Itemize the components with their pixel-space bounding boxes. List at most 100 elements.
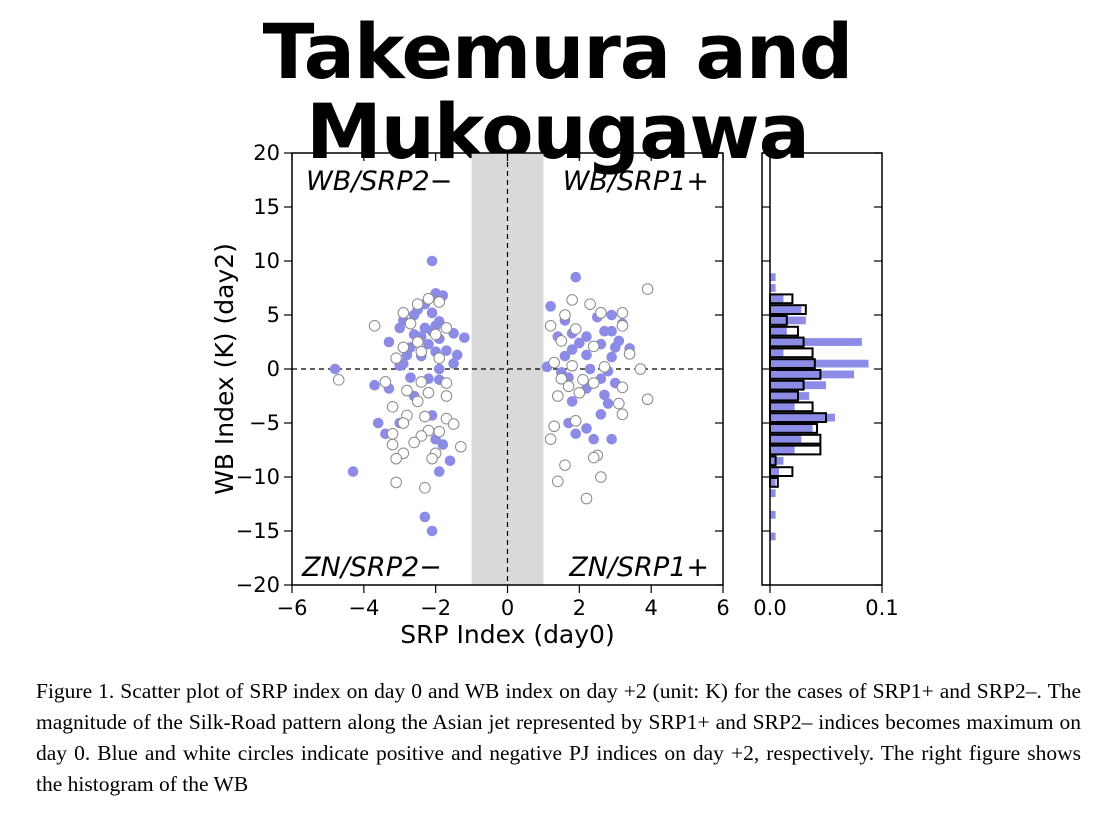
data-point-blue	[581, 423, 592, 434]
data-point-blue	[584, 363, 596, 375]
data-point-white	[397, 307, 410, 319]
data-point-white	[411, 395, 424, 408]
data-point-white	[587, 340, 600, 353]
x-tick-label: 4	[644, 596, 657, 620]
data-point-white	[397, 417, 410, 429]
data-point-white	[587, 451, 600, 464]
x-tick-label: −6	[277, 596, 308, 620]
data-point-white	[379, 376, 392, 388]
x-tick-label: −2	[420, 596, 451, 620]
data-point-white	[440, 390, 453, 402]
data-point-blue	[437, 439, 449, 450]
data-point-white	[566, 359, 578, 372]
data-point-white	[634, 363, 647, 375]
data-point-white	[555, 335, 568, 347]
data-point-white	[595, 307, 607, 319]
data-point-white	[573, 386, 586, 399]
data-point-blue	[606, 325, 617, 337]
data-point-white	[559, 309, 571, 321]
data-point-blue	[451, 349, 463, 361]
y-tick-label: −20	[236, 573, 280, 597]
data-point-blue	[329, 363, 341, 375]
histogram-bar-blue	[770, 359, 869, 368]
histogram-bar-blue	[770, 435, 802, 444]
quadrant-label-top-left: WB/SRP2−	[306, 166, 452, 197]
data-point-blue	[599, 389, 610, 401]
histogram-bar-blue	[770, 446, 795, 454]
data-point-blue	[448, 358, 459, 369]
data-point-blue	[426, 525, 438, 537]
data-point-white	[368, 320, 381, 332]
data-point-white	[447, 418, 460, 430]
data-point-white	[429, 328, 442, 341]
quadrant-label-bottom-right: ZN/SRP1+	[568, 552, 709, 583]
x-axis-label: SRP Index (day0)	[400, 620, 614, 649]
data-point-blue	[570, 428, 582, 440]
histogram-bar-blue	[770, 370, 854, 379]
histogram-bar-blue	[770, 327, 787, 336]
data-point-white	[390, 352, 402, 365]
data-point-blue	[545, 301, 556, 312]
data-point-white	[555, 372, 568, 385]
data-point-blue	[372, 417, 384, 429]
y-tick-label: 20	[253, 141, 280, 165]
y-tick-label: 0	[267, 357, 280, 381]
histogram-bar-blue	[770, 413, 835, 422]
data-point-white	[569, 415, 582, 427]
data-point-blue	[369, 379, 380, 391]
data-point-white	[401, 384, 413, 397]
data-point-blue	[606, 433, 617, 445]
histogram-bar-blue	[770, 338, 862, 346]
data-point-white	[422, 293, 435, 305]
data-point-white	[544, 433, 557, 446]
y-tick-label: 10	[253, 249, 280, 273]
data-point-white	[616, 307, 629, 319]
data-point-blue	[595, 409, 607, 420]
data-point-blue	[566, 344, 578, 355]
data-point-white	[411, 336, 424, 348]
data-point-blue	[570, 271, 582, 283]
data-point-blue	[441, 345, 452, 356]
data-point-white	[587, 377, 600, 389]
data-point-white	[433, 352, 446, 365]
data-point-white	[419, 410, 431, 423]
data-point-blue	[444, 455, 456, 467]
data-point-blue	[581, 331, 592, 342]
data-point-white	[641, 283, 654, 295]
y-tick-label: 15	[253, 195, 280, 219]
data-point-white	[559, 459, 571, 471]
y-axis-label: WB Index (K) (day2)	[210, 243, 239, 495]
x-tick-label: −4	[348, 596, 379, 620]
histogram-bar-blue	[770, 424, 813, 433]
data-point-white	[641, 393, 654, 406]
data-point-white	[566, 294, 578, 306]
hist-x-tick-label: 0.1	[865, 596, 898, 620]
data-point-white	[616, 381, 629, 394]
data-point-blue	[574, 337, 585, 349]
data-point-blue	[602, 398, 614, 409]
y-tick-label: 5	[267, 303, 280, 327]
data-point-white	[584, 298, 596, 311]
data-point-blue	[433, 363, 445, 375]
data-point-white	[598, 361, 611, 373]
y-tick-label: −5	[249, 411, 280, 435]
data-point-blue	[394, 322, 406, 334]
data-point-blue	[423, 338, 434, 350]
histogram-bar-blue	[770, 478, 776, 487]
data-point-white	[419, 482, 431, 494]
histogram-bar-blue	[770, 392, 810, 400]
data-point-blue	[383, 336, 395, 348]
data-point-blue	[559, 350, 571, 362]
data-point-white	[397, 341, 410, 354]
x-tick-label: 0	[501, 596, 514, 620]
data-point-white	[386, 438, 399, 451]
data-point-white	[577, 374, 589, 386]
data-point-white	[422, 386, 435, 399]
data-point-white	[433, 425, 446, 438]
histogram-bar-blue	[770, 348, 784, 357]
data-point-white	[580, 492, 593, 505]
data-point-blue	[426, 307, 438, 319]
data-point-white	[415, 430, 428, 442]
